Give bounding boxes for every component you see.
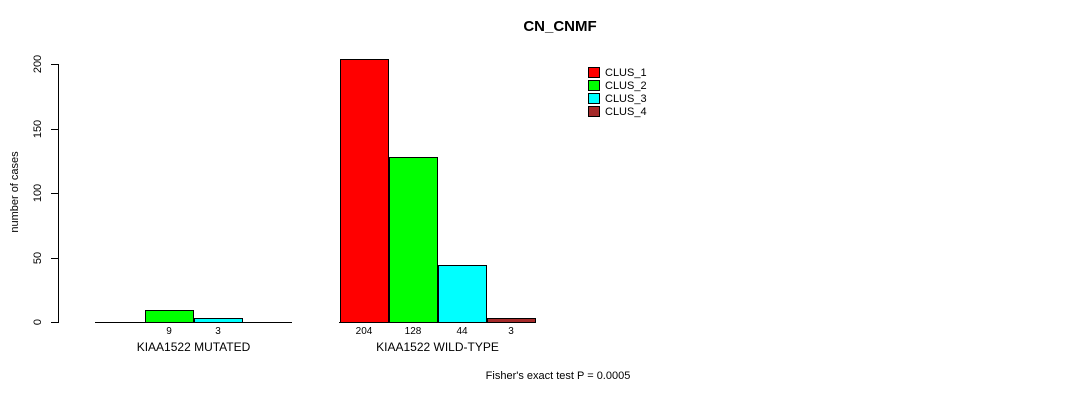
legend-swatch-icon: [588, 80, 600, 91]
legend-label: CLUS_1: [605, 66, 647, 79]
y-axis-tick-label: 150: [32, 119, 44, 138]
y-axis-line: [58, 64, 59, 323]
chart-title: CN_CNMF: [523, 18, 597, 35]
legend-item-clus_2: CLUS_2: [588, 79, 647, 92]
fisher-test-annotation: Fisher's exact test P = 0.0005: [485, 370, 631, 382]
legend-item-clus_1: CLUS_1: [588, 66, 647, 79]
legend-swatch-icon: [588, 67, 600, 78]
group-label: KIAA1522 MUTATED: [136, 340, 251, 354]
bar-clus_2-1: [144, 310, 194, 323]
legend-swatch-icon: [588, 106, 600, 117]
y-axis-tick: [51, 193, 58, 194]
y-axis-tick-label: 50: [32, 251, 44, 264]
y-axis-tick-label: 200: [32, 54, 44, 74]
y-axis-tick-label: 0: [32, 318, 44, 326]
y-axis-tick-label: 100: [32, 183, 44, 203]
y-axis-title: number of cases: [9, 151, 21, 233]
y-axis-tick: [51, 257, 58, 259]
legend-label: CLUS_2: [605, 79, 647, 92]
y-axis-tick: [51, 64, 58, 65]
bar-value-label: 9: [166, 326, 172, 337]
bar-clus_1-2: [339, 59, 389, 323]
bar-value-label: 204: [355, 326, 373, 337]
legend-swatch-icon: [588, 93, 600, 104]
legend-label: CLUS_3: [605, 92, 647, 105]
bar-clus_2-2: [388, 157, 438, 323]
y-axis-tick: [51, 128, 58, 130]
legend-label: CLUS_4: [605, 105, 647, 118]
bar-clus_3-2: [437, 265, 487, 323]
bar-clus_4-2: [486, 318, 536, 323]
legend-item-clus_3: CLUS_3: [588, 92, 647, 105]
bar-value-label: 44: [456, 326, 468, 337]
bar-value-label: 3: [508, 326, 514, 337]
bar-value-label: 3: [215, 326, 221, 337]
y-axis-tick: [51, 322, 58, 323]
legend-item-clus_4: CLUS_4: [588, 105, 647, 118]
group-label: KIAA1522 WILD-TYPE: [376, 340, 499, 354]
bar-clus_3-1: [193, 318, 243, 323]
legend: CLUS_1 CLUS_2 CLUS_3 CLUS_4: [588, 66, 647, 118]
bar-value-label: 128: [404, 326, 422, 337]
